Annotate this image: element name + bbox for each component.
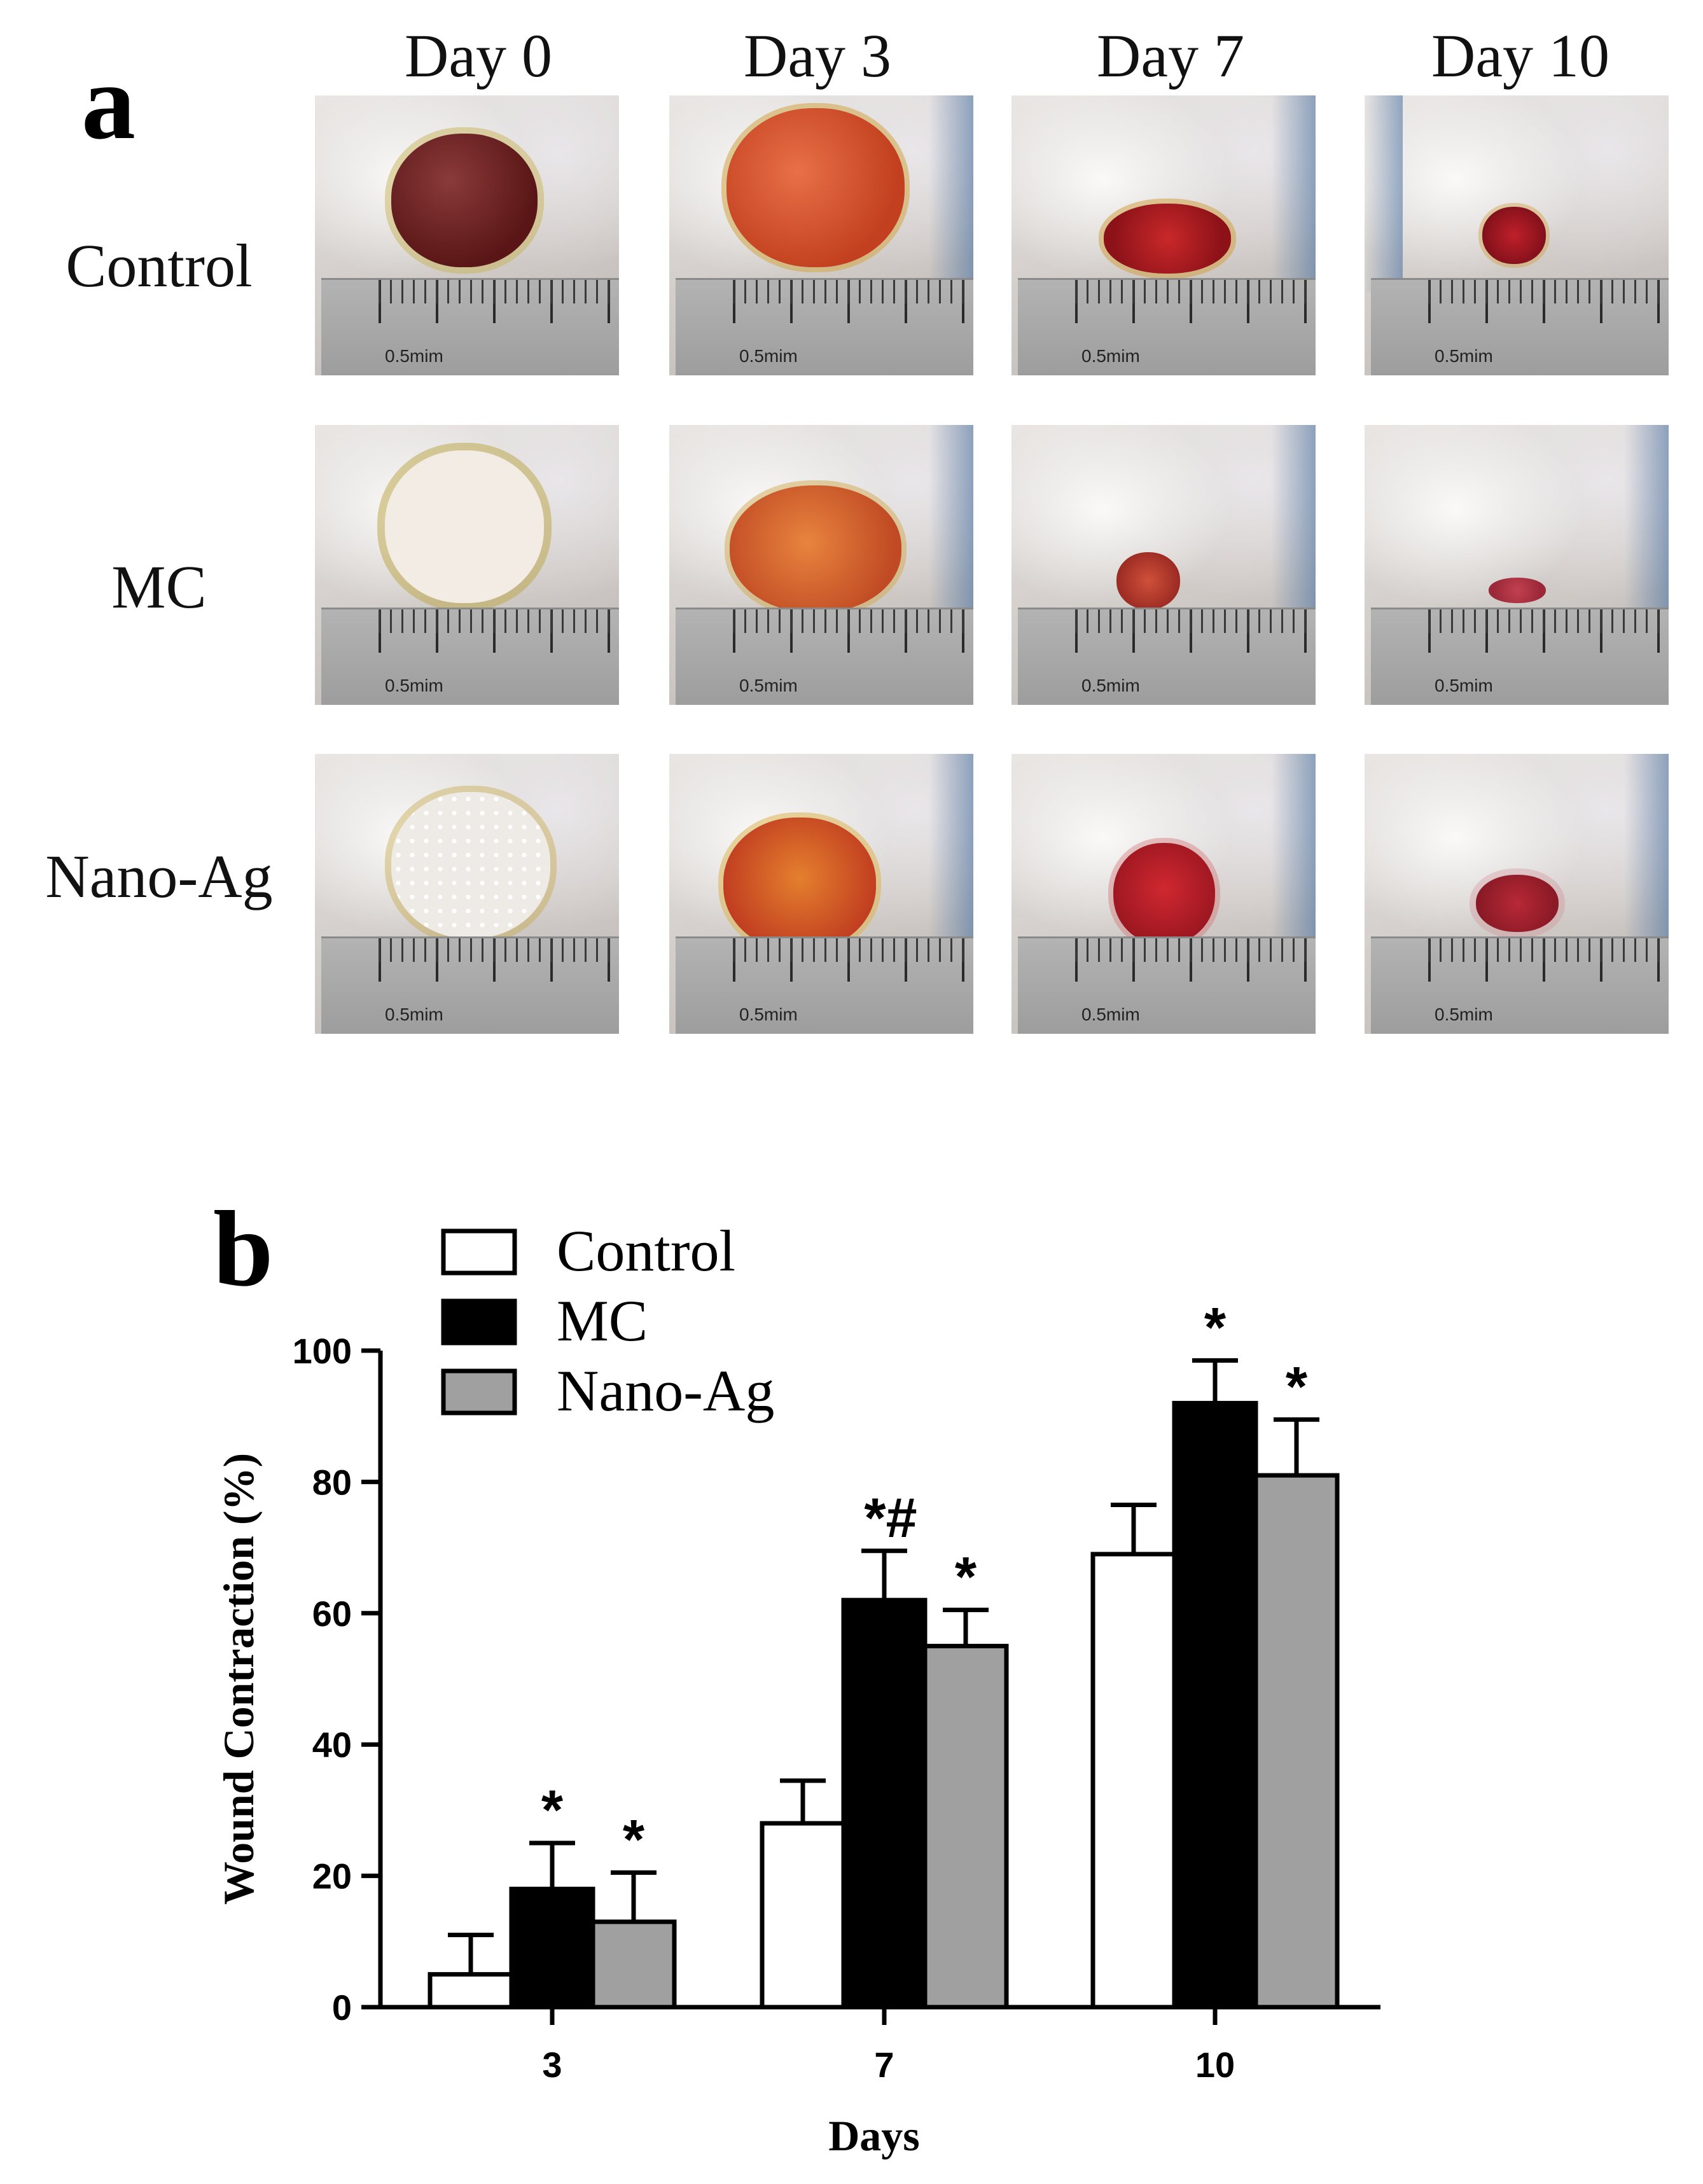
significance-marker: * xyxy=(1286,1354,1308,1417)
photo-mc-day0: 0.5mim xyxy=(315,425,619,705)
scale-label: 0.5mim xyxy=(1081,676,1140,695)
scale-label: 0.5mim xyxy=(1081,1005,1140,1024)
photo-nano-ag-day10: 0.5mim xyxy=(1365,754,1669,1034)
bar-nano-ag-day3 xyxy=(590,1919,677,2010)
significance-marker: * xyxy=(541,1778,564,1841)
day-header-10: Day 10 xyxy=(1431,22,1609,90)
scale-label: 0.5mim xyxy=(385,676,443,695)
scale-label: 0.5mim xyxy=(739,676,798,695)
x-tick-label: 7 xyxy=(874,2045,894,2085)
photo-nano-ag-day7: 0.5mim xyxy=(1011,754,1316,1034)
scale-label: 0.5mim xyxy=(1435,346,1493,366)
legend-swatch-nano-ag xyxy=(441,1368,517,1415)
scale-label: 0.5mim xyxy=(739,1005,798,1024)
photo-nano-ag-day0: 0.5mim xyxy=(315,754,619,1034)
scale-label: 0.5mim xyxy=(739,346,798,366)
day-header-7: Day 7 xyxy=(1097,22,1244,90)
scale-label: 0.5mim xyxy=(1435,676,1493,695)
row-label-nano-ag: Nano-Ag xyxy=(45,842,273,910)
x-tick-label: 3 xyxy=(542,2045,562,2085)
scale-label: 0.5mim xyxy=(385,346,443,366)
photo-mc-day10: 0.5mim xyxy=(1365,425,1669,705)
photo-control-day0: 0.5mim xyxy=(315,95,619,375)
x-axis-title: Days xyxy=(828,2111,920,2160)
scale-label: 0.5mim xyxy=(1435,1005,1493,1024)
row-label-control: Control xyxy=(66,232,253,300)
y-tick-label: 100 xyxy=(293,1331,352,1371)
legend-label-nano-ag: Nano-Ag xyxy=(557,1358,774,1423)
y-tick-label: 60 xyxy=(312,1594,352,1634)
legend-swatch-control xyxy=(441,1228,517,1276)
y-tick-label: 20 xyxy=(312,1856,352,1896)
legend-swatch-mc xyxy=(441,1298,517,1346)
photo-mc-day7: 0.5mim xyxy=(1011,425,1316,705)
legend-label-mc: MC xyxy=(557,1288,648,1353)
x-tick-label: 10 xyxy=(1195,2045,1235,2085)
significance-marker: *# xyxy=(864,1486,917,1549)
bar-control-day3 xyxy=(427,1972,514,2010)
bar-mc-day7 xyxy=(841,1597,928,2010)
row-label-mc: MC xyxy=(111,553,207,621)
photo-control-day7: 0.5mim xyxy=(1011,95,1316,375)
bar-control-day10 xyxy=(1090,1552,1177,2010)
bar-nano-ag-day7 xyxy=(922,1643,1009,2010)
y-tick-label: 80 xyxy=(312,1462,352,1502)
photo-mc-day3: 0.5mim xyxy=(669,425,973,705)
panel-b-letter: b xyxy=(213,1189,274,1309)
significance-marker: * xyxy=(1204,1295,1227,1358)
bar-nano-ag-day10 xyxy=(1253,1473,1340,2010)
photo-nano-ag-day3: 0.5mim xyxy=(669,754,973,1034)
significance-marker: * xyxy=(623,1807,645,1870)
bar-control-day7 xyxy=(760,1821,846,2010)
photo-control-day10: 0.5mim xyxy=(1365,95,1669,375)
significance-marker: * xyxy=(955,1545,977,1608)
scale-label: 0.5mim xyxy=(385,1005,443,1024)
y-tick-label: 0 xyxy=(332,1987,352,2028)
photo-control-day3: 0.5mim xyxy=(669,95,973,375)
scale-label: 0.5mim xyxy=(1081,346,1140,366)
legend-label-control: Control xyxy=(557,1218,735,1283)
y-axis-title: Wound Contraction (%) xyxy=(214,1453,263,1905)
day-header-0: Day 0 xyxy=(405,22,552,90)
bar-mc-day3 xyxy=(509,1886,595,2010)
day-header-3: Day 3 xyxy=(744,22,891,90)
panel-a-letter: a xyxy=(81,42,136,162)
y-tick-label: 40 xyxy=(312,1725,352,1765)
bar-mc-day10 xyxy=(1172,1401,1258,2010)
